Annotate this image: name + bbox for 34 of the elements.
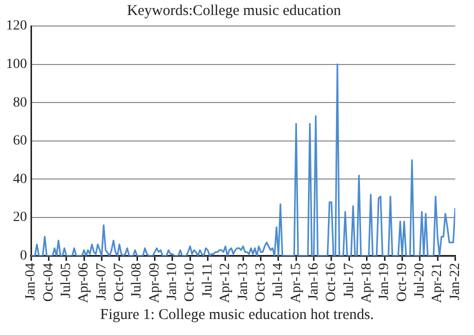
- x-tick-label: Jan-13: [236, 262, 251, 300]
- x-tick-label: Apr-21: [430, 262, 446, 303]
- x-tick-label: Jan-07: [94, 262, 110, 300]
- x-tick-label: Jan-19: [377, 262, 392, 300]
- x-tick-label: Apr-12: [218, 262, 234, 303]
- x-tick-label: Oct-04: [41, 262, 56, 302]
- x-tick-label: Oct-13: [253, 262, 268, 302]
- x-tick-label: Jan-16: [306, 262, 322, 300]
- x-tick-label: Jan-04: [24, 262, 39, 300]
- y-tick-label: 40: [13, 172, 27, 187]
- chart-title: Keywords:College music education: [126, 2, 342, 19]
- x-tick-label: Apr-15: [288, 262, 304, 303]
- y-tick-label: 80: [13, 95, 27, 110]
- caption: Figure 1: College music education hot trends.: [99, 307, 375, 324]
- x-tick-label: Jul-08: [130, 262, 145, 298]
- x-tick-label: Jul-17: [342, 262, 357, 298]
- x-tick-label: Jul-14: [271, 262, 286, 298]
- x-tick-label: Apr-09: [147, 262, 162, 303]
- x-tick-label: Apr-06: [76, 262, 92, 303]
- x-tick-label: Oct-19: [394, 262, 410, 302]
- x-tick-label: Oct-16: [324, 262, 340, 302]
- x-tick-label: Oct-10: [182, 262, 198, 302]
- x-tick-label: Jul-11: [200, 262, 216, 298]
- x-tick-label: Apr-18: [359, 262, 374, 303]
- y-tick-label: 100: [6, 56, 27, 72]
- y-tick-label: 120: [6, 18, 27, 34]
- y-tick-label: 0: [20, 248, 27, 264]
- x-tick-label: Oct-07: [112, 262, 128, 302]
- x-tick-label: Jul-20: [412, 262, 428, 298]
- y-tick-label: 60: [13, 134, 27, 149]
- x-tick-label: Jul-05: [59, 262, 74, 298]
- y-tick-label: 20: [13, 210, 27, 226]
- x-tick-label: Jan-22: [448, 262, 463, 300]
- x-tick-label: Jan-10: [165, 262, 180, 300]
